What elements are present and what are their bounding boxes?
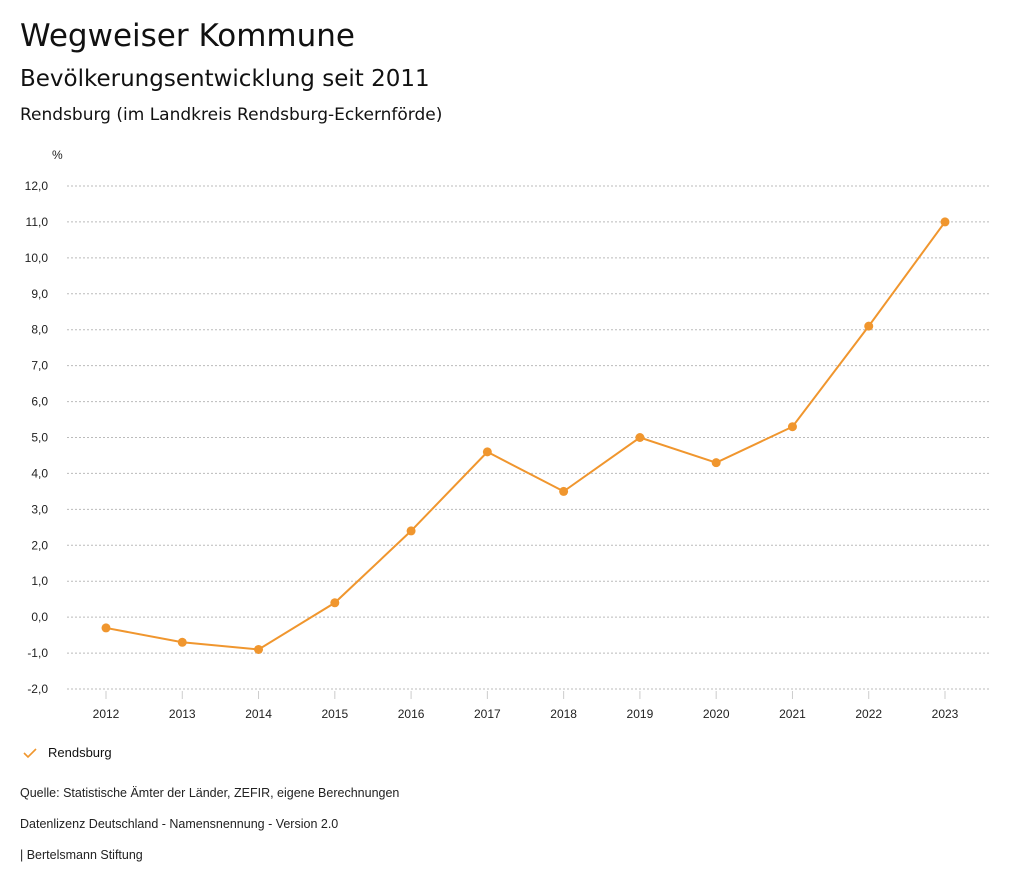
y-tick-label: 8,0 [31,323,48,337]
x-tick-label: 2016 [398,707,425,721]
x-tick-label: 2022 [855,707,882,721]
data-point[interactable] [482,447,492,457]
data-point[interactable] [940,217,950,227]
publisher-note: | Bertelsmann Stiftung [20,848,143,862]
x-tick-label: 2013 [169,707,196,721]
data-point[interactable] [254,644,264,654]
license-note: Datenlizenz Deutschland - Namensnennung … [20,817,339,831]
x-tick-label: 2019 [627,707,654,721]
x-tick-label: 2021 [779,707,806,721]
y-tick-label: -2,0 [27,682,48,696]
y-tick-label: 3,0 [31,502,48,516]
data-point[interactable] [559,486,569,496]
data-point[interactable] [635,433,645,442]
check-icon [23,747,37,758]
x-tick-label: 2012 [93,707,120,721]
legend-item-rendsburg[interactable]: Rendsburg [22,745,112,760]
y-tick-label: 9,0 [31,287,48,301]
y-tick-label: 10,0 [25,251,49,265]
chart-subtitle: Bevölkerungsentwicklung seit 2011 [20,66,430,92]
data-point[interactable] [330,598,340,608]
source-note: Quelle: Statistische Ämter der Länder, Z… [20,786,400,800]
data-point[interactable] [101,623,111,633]
x-tick-label: 2017 [474,707,501,721]
data-point[interactable] [406,526,416,536]
region-label: Rendsburg (im Landkreis Rendsburg-Eckern… [20,105,443,125]
y-tick-label: 0,0 [31,610,48,624]
data-point[interactable] [711,458,721,468]
legend-label: Rendsburg [48,745,112,760]
y-tick-label: 11,0 [26,215,49,229]
y-tick-label: 5,0 [31,431,48,445]
y-tick-label: 12,0 [25,179,49,193]
data-point[interactable] [787,422,797,432]
y-tick-label: 4,0 [31,466,48,480]
x-tick-label: 2018 [550,707,577,721]
y-tick-label: 7,0 [31,359,48,373]
y-tick-label: -1,0 [27,646,48,660]
x-tick-label: 2023 [932,707,959,721]
series-line-rendsburg [105,221,946,651]
x-tick-label: 2015 [321,707,348,721]
x-tick-label: 2014 [245,707,272,721]
y-axis-unit: % [52,148,63,162]
y-tick-label: 1,0 [31,574,48,588]
y-tick-label: 2,0 [31,538,48,552]
y-tick-label: 6,0 [31,395,48,409]
page-title: Wegweiser Kommune [20,18,355,54]
data-point[interactable] [177,637,187,647]
x-tick-label: 2020 [703,707,730,721]
data-point[interactable] [864,321,874,331]
